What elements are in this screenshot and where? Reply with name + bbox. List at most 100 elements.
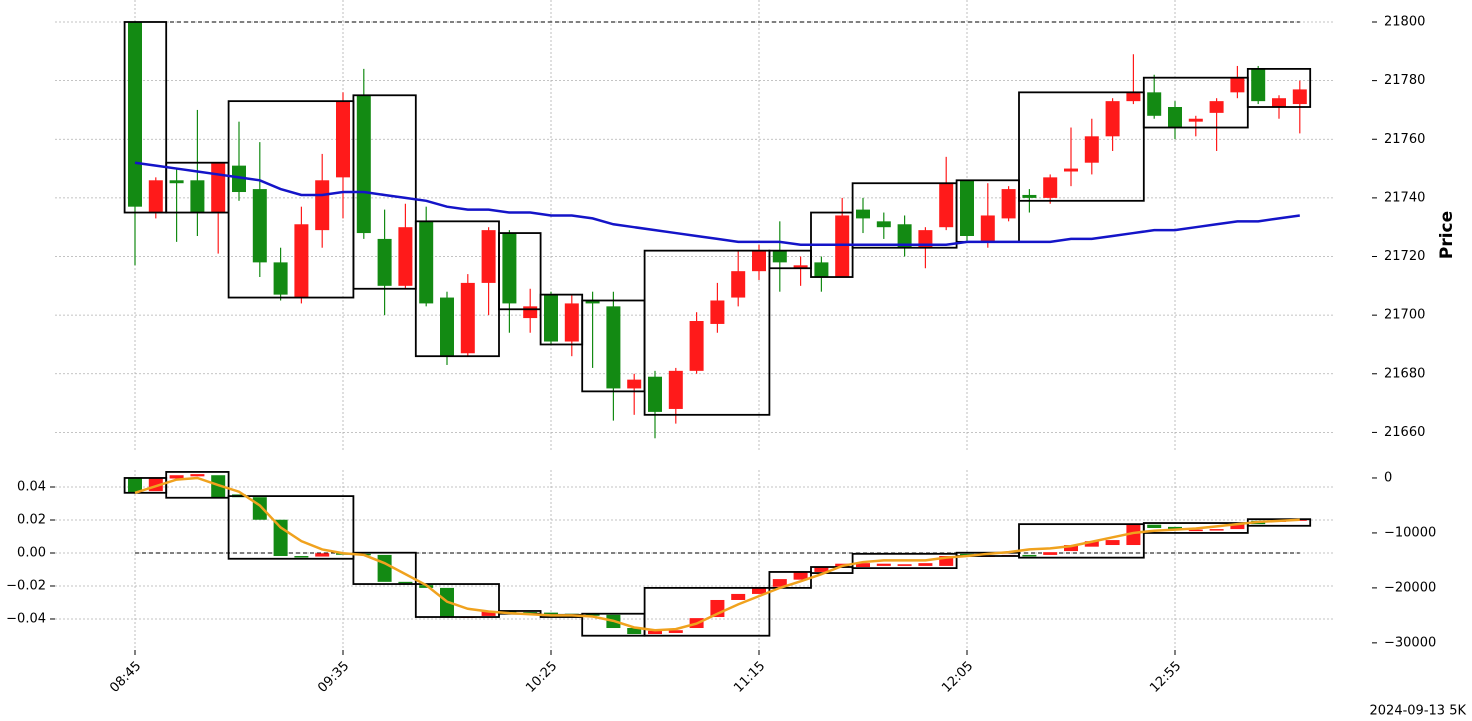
candle-body [1105,101,1120,137]
candle-body [585,614,600,616]
candle-body [627,628,642,635]
y-tick-label: 0.02 [17,512,46,527]
candle-body [668,630,683,633]
candle-body [502,233,517,304]
y2-tick-label: −10000 [1384,525,1436,540]
candle-body [835,215,850,278]
x-tick-label: 10:25 [523,659,560,696]
candle-body [128,21,142,207]
candle-body [544,294,558,342]
candle-body [648,630,662,635]
footer-label: 2024-09-13 5K [1370,704,1467,719]
candle-body [398,227,413,286]
y2-tick-label: −20000 [1384,580,1436,595]
candle-body [876,221,891,228]
candle-body [876,563,891,566]
candle-body [273,519,288,557]
x-tick-label: 09:35 [315,659,352,696]
x-tick-label: 08:45 [107,659,144,696]
candle-body [689,321,704,371]
candle-body [544,612,558,615]
candle-body [752,587,766,594]
indicator-line [134,476,1300,632]
range-box [1246,67,1312,108]
candle-body [169,180,184,184]
range-box [227,495,355,560]
indicator-line [134,161,1300,247]
y-tick-label: −0.04 [6,611,46,626]
candle-body [814,262,829,278]
candle-body [377,554,392,582]
candle-body [1230,77,1245,93]
range-box [1018,523,1145,559]
candle-body [1043,177,1058,198]
candle-body [128,477,142,493]
candle-body [211,162,226,213]
candle-body [148,180,163,213]
candle-body [1188,118,1203,122]
candle-body [315,553,330,557]
candle-body [294,556,309,558]
candle-body [731,271,746,298]
range-box [227,100,355,299]
range-box [851,552,958,570]
candle-body [939,183,954,228]
candle-body [1272,98,1286,108]
candle-body [627,379,642,389]
candle-body [523,306,538,319]
range-box [165,471,230,499]
candle-body [190,474,205,477]
candle-body [169,475,184,479]
candle-body [648,376,662,412]
candle-body [897,224,912,248]
candle-body [1022,554,1037,557]
x-tick-label: 12:55 [1147,659,1184,696]
y-tick-label: 0.00 [17,545,46,560]
candle-body [1168,107,1182,128]
candle-body [273,262,288,295]
candle-body [252,189,267,263]
y-tick-label: 21660 [1384,425,1425,440]
y-tick-label: 21740 [1384,190,1425,205]
candle-body [1084,136,1099,163]
y-tick-label: −0.02 [6,578,46,593]
candle-body [1126,524,1141,546]
candle-body [1126,92,1141,102]
candle-body [918,563,933,566]
candle-body [1064,545,1078,552]
candle-body [606,306,621,389]
candle-body [211,475,226,498]
y-axis-label: Price [1437,211,1457,259]
candle-body [1209,101,1224,113]
y2-tick-label: −30000 [1384,635,1436,650]
candle-body [1105,540,1120,546]
y-tick-label: 0.04 [17,479,46,494]
candle-body [232,165,246,193]
candle-body [481,230,496,283]
candle-body [481,610,496,616]
candle-body [585,300,600,304]
y-tick-label: 21760 [1384,132,1425,147]
candle-body [668,370,683,409]
candle-body [1084,541,1099,547]
range-box [768,571,812,589]
candle-body [1188,529,1203,532]
candle-body [1022,194,1037,198]
candle-body [1001,189,1016,219]
candle-body [294,224,309,298]
candle-body [1230,523,1245,530]
range-box [414,583,500,618]
candle-body [398,581,413,584]
range-box [352,551,417,585]
candle-body [460,282,475,354]
candle-body [440,297,454,357]
candle-body [772,579,787,587]
candle-body [752,250,766,272]
candle-body [1064,168,1078,172]
candle-body [793,265,808,269]
range-box [643,586,771,637]
y-tick-label: 21780 [1384,73,1425,88]
range-box [810,566,854,574]
range-box [1142,522,1249,534]
